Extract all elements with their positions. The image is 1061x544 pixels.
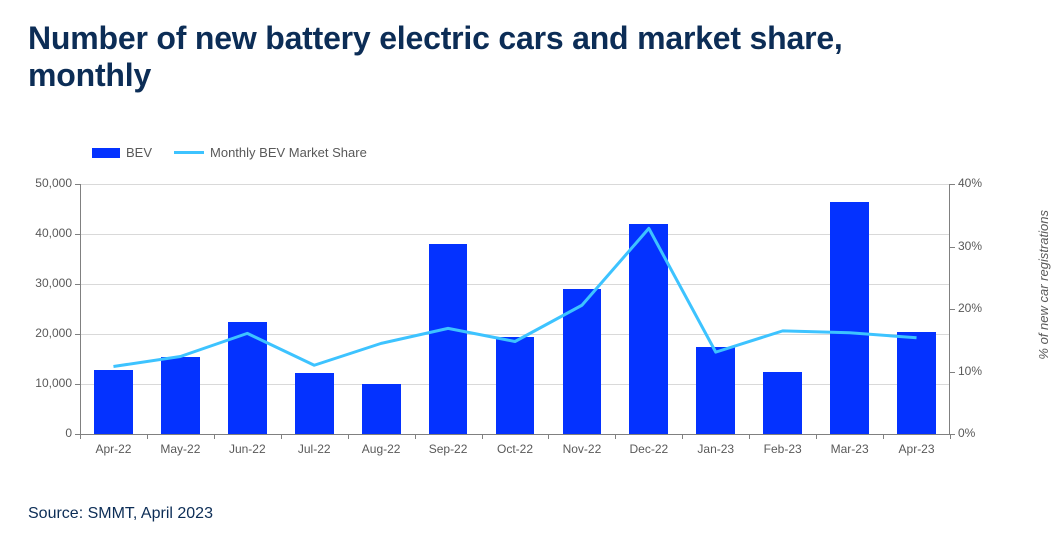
x-axis-tick bbox=[281, 434, 282, 439]
x-axis-tick bbox=[816, 434, 817, 439]
x-axis-tick-label: Apr-23 bbox=[899, 442, 935, 456]
y-axis-tick-label: 40,000 bbox=[35, 226, 72, 240]
y2-axis-tick bbox=[950, 184, 955, 185]
y-axis-tick-label: 10,000 bbox=[35, 376, 72, 390]
y-axis-tick-label: 30,000 bbox=[35, 276, 72, 290]
y2-axis-tick bbox=[950, 434, 955, 435]
legend-label-bev: BEV bbox=[126, 145, 152, 160]
y2-axis-tick-label: 10% bbox=[958, 364, 982, 378]
x-axis-tick-label: Feb-23 bbox=[764, 442, 802, 456]
x-axis-tick-label: Nov-22 bbox=[563, 442, 602, 456]
chart-title: Number of new battery electric cars and … bbox=[28, 20, 948, 94]
y2-axis-tick bbox=[950, 372, 955, 373]
x-axis-tick-label: Jun-22 bbox=[229, 442, 266, 456]
y-axis-tick-label: 50,000 bbox=[35, 176, 72, 190]
chart-plot-area: 010,00020,00030,00040,00050,0000%10%20%3… bbox=[80, 184, 950, 434]
x-axis-tick bbox=[749, 434, 750, 439]
legend-item-bev: BEV bbox=[92, 145, 152, 160]
legend-swatch-line bbox=[174, 151, 204, 154]
y2-axis-tick-label: 30% bbox=[958, 239, 982, 253]
x-axis-tick-label: Dec-22 bbox=[630, 442, 669, 456]
x-axis-tick-label: Apr-22 bbox=[95, 442, 131, 456]
x-axis-tick bbox=[80, 434, 81, 439]
x-axis-tick-label: Aug-22 bbox=[362, 442, 401, 456]
y2-axis-tick-label: 0% bbox=[958, 426, 975, 440]
x-axis-tick-label: Jan-23 bbox=[697, 442, 734, 456]
x-axis-tick bbox=[348, 434, 349, 439]
x-axis-tick bbox=[615, 434, 616, 439]
y2-axis-tick-label: 20% bbox=[958, 301, 982, 315]
market-share-line bbox=[113, 228, 916, 366]
y-axis-tick-label: 0 bbox=[65, 426, 72, 440]
x-axis-tick-label: Sep-22 bbox=[429, 442, 468, 456]
x-axis-line bbox=[80, 434, 950, 435]
legend-swatch-bar bbox=[92, 148, 120, 158]
line-overlay bbox=[80, 184, 950, 434]
y2-axis-tick bbox=[950, 309, 955, 310]
x-axis-tick bbox=[883, 434, 884, 439]
legend-item-share: Monthly BEV Market Share bbox=[174, 145, 367, 160]
x-axis-tick bbox=[147, 434, 148, 439]
y2-axis-tick bbox=[950, 247, 955, 248]
x-axis-tick bbox=[415, 434, 416, 439]
y2-axis-tick-label: 40% bbox=[958, 176, 982, 190]
x-axis-tick-label: Mar-23 bbox=[831, 442, 869, 456]
x-axis-tick bbox=[548, 434, 549, 439]
x-axis-tick-label: Jul-22 bbox=[298, 442, 331, 456]
legend-label-share: Monthly BEV Market Share bbox=[210, 145, 367, 160]
x-axis-tick-label: May-22 bbox=[160, 442, 200, 456]
x-axis-tick bbox=[482, 434, 483, 439]
y2-axis-title: % of new car registrations bbox=[1036, 210, 1051, 360]
x-axis-tick-label: Oct-22 bbox=[497, 442, 533, 456]
x-axis-tick bbox=[682, 434, 683, 439]
y-axis-tick bbox=[75, 434, 80, 435]
x-axis-tick bbox=[214, 434, 215, 439]
legend: BEV Monthly BEV Market Share bbox=[92, 145, 367, 160]
source-text: Source: SMMT, April 2023 bbox=[28, 505, 213, 523]
y-axis-tick-label: 20,000 bbox=[35, 326, 72, 340]
